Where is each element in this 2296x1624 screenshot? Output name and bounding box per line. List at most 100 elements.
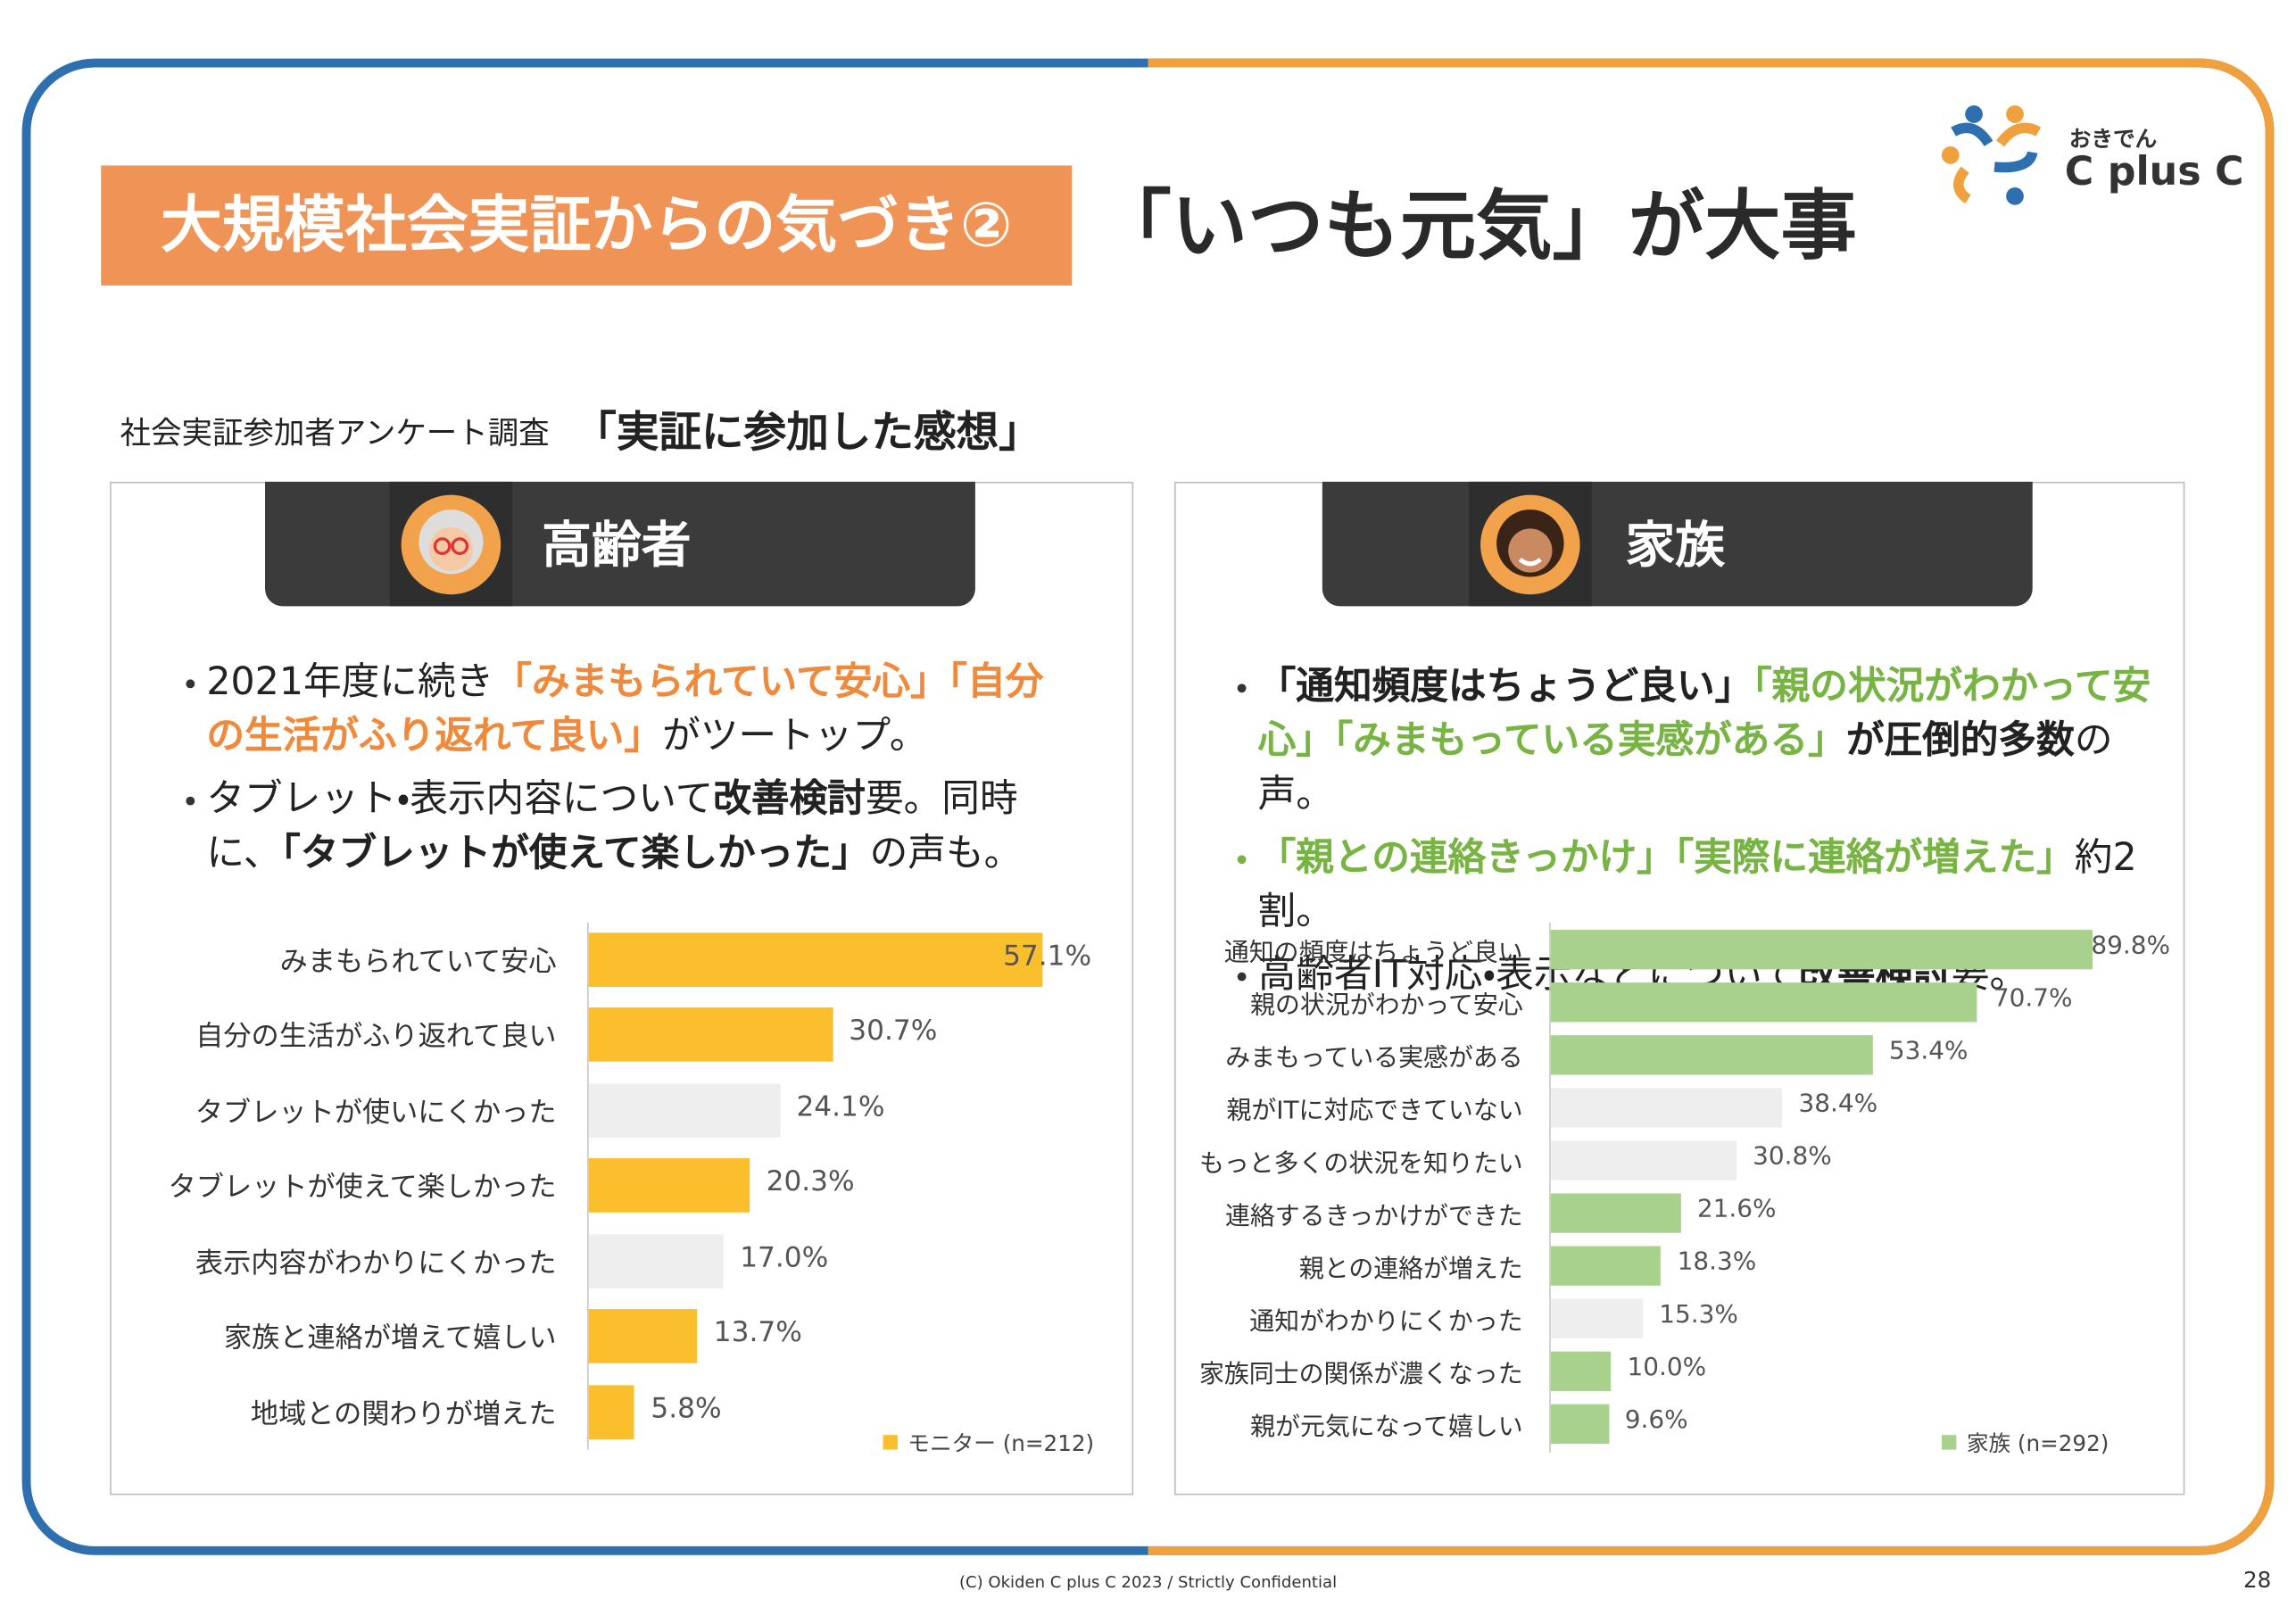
frame-accent bbox=[1148, 58, 2275, 1555]
category-label: 家族同士の関係が濃くなった bbox=[1198, 1360, 1523, 1390]
bullet-dot bbox=[1237, 972, 1247, 982]
legend-label: 家族 (n=292) bbox=[1966, 1430, 2110, 1457]
bullet: 2021年度に続き「みまもられていて安心」「自分の生活がふり返れて良い」がツート… bbox=[183, 656, 1054, 764]
bullet: 「通知頻度はちょうど良い」「親の状況がわかって安心」「みまもっている実感がある」… bbox=[1234, 660, 2171, 823]
slide-title: 「いつも元気」が大事 bbox=[1095, 183, 1857, 271]
category-label: 家族と連絡が増えて嬉しい bbox=[223, 1322, 557, 1355]
survey-title: 「実証に参加した感想」 bbox=[574, 407, 1041, 457]
value-label: 24.1% bbox=[796, 1090, 885, 1123]
bullet-text: 「通知頻度はちょうど良い」 bbox=[1257, 665, 1753, 709]
bullet-text: 「親の状況がわかって安心」「みまもっている実感がある」 bbox=[1257, 665, 2151, 763]
bar bbox=[1550, 1087, 1783, 1127]
value-label: 53.4% bbox=[1888, 1036, 1969, 1066]
bar bbox=[1550, 1139, 1737, 1180]
legend-swatch bbox=[1941, 1435, 1957, 1450]
axis-line bbox=[1549, 922, 1551, 1453]
value-label: 30.7% bbox=[849, 1015, 938, 1048]
value-label: 38.4% bbox=[1798, 1090, 1878, 1119]
bar bbox=[588, 1309, 698, 1363]
bullet-text: の声も。 bbox=[869, 832, 1023, 876]
bullet-dot bbox=[186, 679, 195, 689]
bullet-text: が圧倒的多数 bbox=[1845, 718, 2075, 763]
bar bbox=[588, 932, 1043, 987]
category-label: 自分の生活がふり返れて良い bbox=[195, 1021, 557, 1054]
bar bbox=[1550, 982, 1977, 1022]
bullet-text: 改善検討 bbox=[713, 777, 866, 822]
logo-name: C plus C bbox=[2064, 149, 2244, 195]
category-label: タブレットが使えて楽しかった bbox=[168, 1172, 557, 1205]
panel-heading: 高齢者 bbox=[542, 517, 692, 576]
category-label: 親が元気になって嬉しい bbox=[1250, 1413, 1523, 1443]
bar bbox=[1550, 1350, 1612, 1391]
bar bbox=[1550, 1034, 1873, 1074]
category-label: 通知の頻度はちょうど良い bbox=[1223, 939, 1523, 968]
family-icon bbox=[1480, 494, 1580, 595]
value-label: 20.3% bbox=[766, 1165, 855, 1198]
bullet-text: 要。同時に、 bbox=[206, 777, 1018, 876]
copyright: (C) Okiden C plus C 2023 / Strictly Conf… bbox=[958, 1572, 1338, 1592]
bar bbox=[588, 1384, 635, 1439]
bullet-text: 「みまもられていて安心」「自分の生活がふり返れて良い」 bbox=[206, 660, 1044, 759]
value-label: 30.8% bbox=[1753, 1142, 1832, 1172]
category-label: 親の状況がわかって安心 bbox=[1250, 991, 1523, 1021]
bullet-text: 約2割。 bbox=[1257, 836, 2137, 934]
category-label: 通知がわかりにくかった bbox=[1249, 1307, 1523, 1338]
value-label: 9.6% bbox=[1624, 1405, 1688, 1436]
value-label: 15.3% bbox=[1659, 1300, 1738, 1330]
value-label: 21.6% bbox=[1696, 1195, 1777, 1225]
value-label: 13.7% bbox=[713, 1316, 802, 1349]
category-label: タブレットが使いにくかった bbox=[195, 1096, 557, 1129]
panel-tab bbox=[265, 481, 975, 607]
legend-label: モニター (n=212) bbox=[908, 1430, 1095, 1457]
bullet-dot bbox=[1237, 684, 1247, 693]
value-label: 57.1% bbox=[1003, 940, 1092, 973]
category-label: 表示内容がわかりにくかった bbox=[195, 1247, 557, 1280]
category-label: もっと多くの状況を知りたい bbox=[1198, 1149, 1523, 1180]
bar bbox=[1550, 1192, 1681, 1232]
legend-swatch bbox=[883, 1435, 898, 1450]
bullet-dot bbox=[186, 796, 195, 806]
bullet-text: 「タブレットが使えて楽しかった」 bbox=[281, 832, 870, 876]
bullet: タブレット・表示内容について改善検討要。同時に、「タブレットが使えて楽しかった」… bbox=[183, 773, 1054, 881]
logo-top: おきでん bbox=[2068, 126, 2158, 153]
bullet-text: がツートップ。 bbox=[662, 714, 928, 759]
bullet-text: 2021年度に続き bbox=[206, 660, 494, 705]
category-label: みまもっている実感がある bbox=[1225, 1044, 1523, 1074]
badge: 大規模社会実証からの気づき② bbox=[101, 165, 1073, 286]
elder-icon bbox=[401, 494, 501, 595]
value-label: 5.8% bbox=[651, 1392, 722, 1425]
bullet-list: 「通知頻度はちょうど良い」「親の状況がわかって安心」「みまもっている実感がある」… bbox=[1234, 660, 2171, 1012]
category-label: 連絡するきっかけができた bbox=[1224, 1202, 1523, 1232]
logo-mark bbox=[1941, 105, 2042, 205]
bullet-text: 「親との連絡きっかけ」「実際に連絡が増えた」 bbox=[1257, 836, 2075, 881]
bar bbox=[588, 1233, 725, 1288]
page-number: 28 bbox=[2243, 1566, 2272, 1594]
bar bbox=[1550, 1297, 1644, 1338]
category-label: 親との連絡が増えた bbox=[1298, 1255, 1523, 1285]
value-label: 10.0% bbox=[1627, 1353, 1707, 1383]
bullet-list: 2021年度に続き「みまもられていて安心」「自分の生活がふり返れて良い」がツート… bbox=[183, 656, 1054, 891]
bar bbox=[588, 1082, 781, 1138]
bar bbox=[1550, 1245, 1662, 1285]
value-label: 70.7% bbox=[1993, 983, 2073, 1014]
bullet-text: タブレット・表示内容について bbox=[206, 777, 714, 822]
bullet-text: の声。 bbox=[1257, 718, 2113, 817]
bullet: 「親との連絡きっかけ」「実際に連絡が増えた」約2割。 bbox=[1234, 832, 2171, 940]
category-label: 親がITに対応できていない bbox=[1226, 1097, 1523, 1127]
panel-tab bbox=[1322, 481, 2033, 607]
bar bbox=[1550, 1403, 1609, 1444]
axis-line bbox=[587, 922, 589, 1450]
survey-label: 社会実証参加者アンケート調査 bbox=[120, 416, 550, 452]
value-label: 89.8% bbox=[2091, 931, 2170, 961]
bar bbox=[588, 1007, 833, 1062]
category-label: 地域との関わりが増えた bbox=[250, 1397, 557, 1430]
bar bbox=[588, 1158, 750, 1213]
value-label: 17.0% bbox=[740, 1241, 829, 1274]
value-label: 18.3% bbox=[1677, 1247, 1757, 1278]
bar bbox=[1550, 929, 2093, 969]
panel-heading: 家族 bbox=[1625, 517, 1726, 576]
bullet-dot bbox=[1237, 855, 1247, 865]
category-label: みまもられていて安心 bbox=[279, 945, 557, 978]
